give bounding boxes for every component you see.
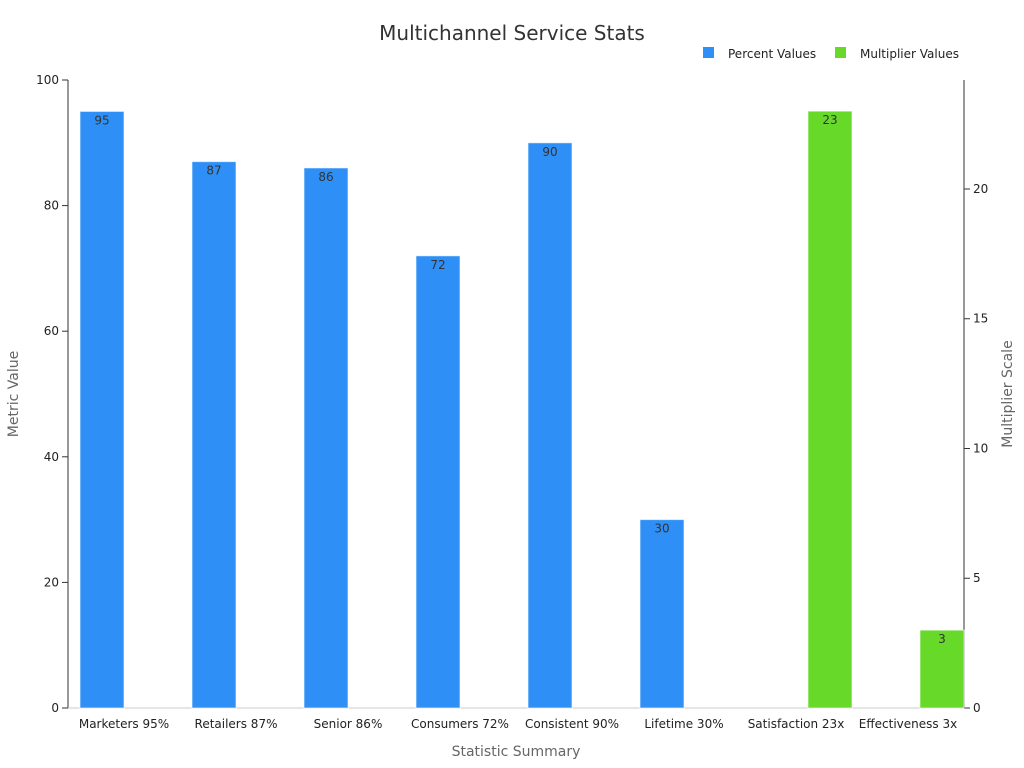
bar-percent [191,161,237,709]
y2-tick-label: 0 [973,701,981,715]
y-tick-label: 40 [44,450,59,464]
legend: Percent Values Multiplier Values [703,47,959,61]
x-tick-label: Retailers 87% [195,717,278,731]
legend-swatch [703,47,714,58]
x-tick-label: Senior 86% [314,717,383,731]
x-tick-label: Consumers 72% [411,717,509,731]
bar-percent [527,142,573,709]
x-tick-label: Effectiveness 3x [859,717,957,731]
y-axis-title: Metric Value [6,351,22,437]
bar-percent [79,110,125,709]
chart-title: Multichannel Service Stats [379,21,645,45]
bar-value-label: 86 [318,170,333,184]
bar-value-label: 95 [94,113,109,127]
y-axis-left: 0 20 40 60 80 100 [36,73,69,715]
y2-axis-title: Multiplier Scale [1000,340,1016,447]
legend-label: Percent Values [728,47,816,61]
bar-value-label: 87 [206,164,221,178]
bar-value-label: 72 [430,258,445,272]
x-tick-label: Marketers 95% [79,717,169,731]
y-axis-right: 0 5 10 15 20 [963,80,988,715]
bar-percent [303,167,349,709]
legend-swatch [835,47,846,58]
bar-value-label: 23 [822,113,837,127]
y-tick-label: 0 [51,701,59,715]
y-tick-label: 100 [36,73,59,87]
x-tick-label: Lifetime 30% [644,717,723,731]
bar-value-label: 30 [654,522,669,536]
bar-multiplier [807,110,853,709]
x-tick-label: Satisfaction 23x [748,717,845,731]
x-tick-label: Consistent 90% [525,717,619,731]
bar-value-label: 3 [938,632,946,646]
legend-label: Multiplier Values [860,47,959,61]
y2-tick-label: 15 [973,312,988,326]
bar-multiplier [919,629,965,709]
x-axis-title: Statistic Summary [452,744,581,760]
x-axis: Marketers 95% Retailers 87% Senior 86% Cons… [68,707,964,731]
y-tick-label: 20 [44,575,59,589]
bars [79,110,965,709]
data-labels: 95 87 86 72 90 30 23 3 [94,113,945,646]
y2-tick-label: 5 [973,571,981,585]
bar-percent [415,255,461,709]
y-tick-label: 80 [44,199,59,213]
bar-percent [639,519,685,709]
y2-tick-label: 20 [973,182,988,196]
bar-value-label: 90 [542,145,557,159]
y2-tick-label: 10 [973,441,988,455]
y-tick-label: 60 [44,324,59,338]
